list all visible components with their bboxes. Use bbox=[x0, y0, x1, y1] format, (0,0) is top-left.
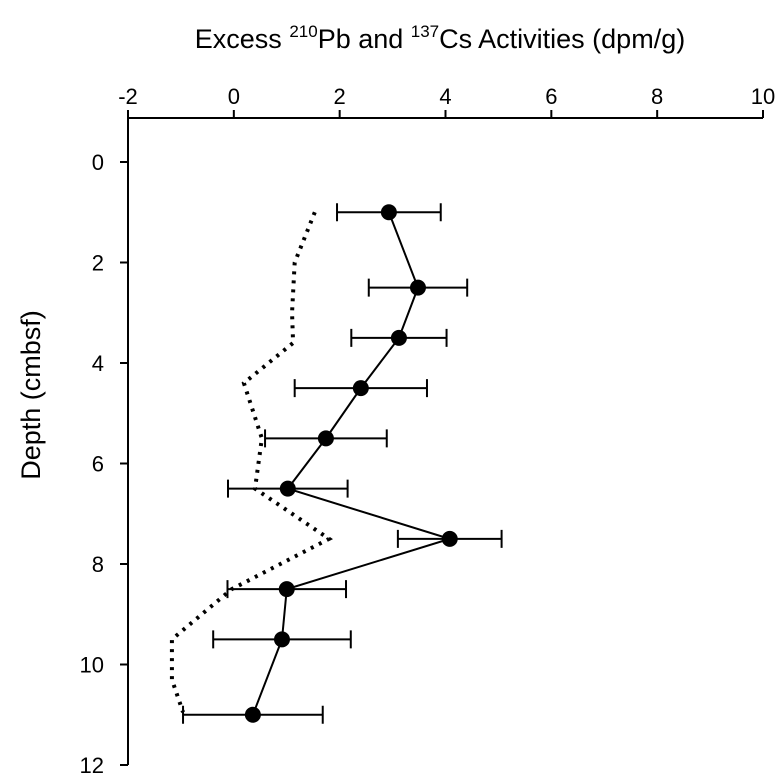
data-point bbox=[273, 631, 290, 648]
y-tick-label: 2 bbox=[92, 251, 104, 276]
title-part: Cs Activities (dpm/g) bbox=[439, 24, 685, 54]
data-point bbox=[380, 204, 397, 221]
y-tick-label: 8 bbox=[92, 552, 104, 577]
data-point bbox=[390, 329, 407, 346]
data-point bbox=[279, 480, 296, 497]
x-tick-label: 0 bbox=[228, 84, 240, 109]
x-tick-label: 8 bbox=[651, 84, 663, 109]
y-tick-label: 12 bbox=[80, 753, 104, 778]
x-tick-label: 10 bbox=[751, 84, 775, 109]
x-tick-label: 4 bbox=[439, 84, 451, 109]
y-tick-label: 4 bbox=[92, 351, 104, 376]
y-tick-label: 10 bbox=[80, 653, 104, 678]
title-superscript: 137 bbox=[411, 22, 439, 41]
y-tick-label: 0 bbox=[92, 150, 104, 175]
y-axis-title: Depth (cmbsf) bbox=[16, 310, 46, 480]
title-part: Pb and bbox=[318, 24, 411, 54]
x-axis-title: Excess 210Pb and 137Cs Activities (dpm/g… bbox=[195, 22, 685, 54]
data-point bbox=[244, 706, 261, 723]
title-part: Excess bbox=[195, 24, 290, 54]
data-point bbox=[441, 530, 458, 547]
dotted-line bbox=[169, 211, 333, 713]
x-tick-label: -2 bbox=[118, 84, 138, 109]
data-line bbox=[251, 211, 454, 716]
data-point bbox=[409, 279, 426, 296]
data-point bbox=[278, 581, 295, 598]
x-tick-label: 6 bbox=[545, 84, 557, 109]
data-point bbox=[352, 380, 369, 397]
x-tick-label: 2 bbox=[334, 84, 346, 109]
data-point bbox=[317, 430, 334, 447]
title-superscript: 210 bbox=[289, 22, 317, 41]
y-tick-label: 6 bbox=[92, 452, 104, 477]
